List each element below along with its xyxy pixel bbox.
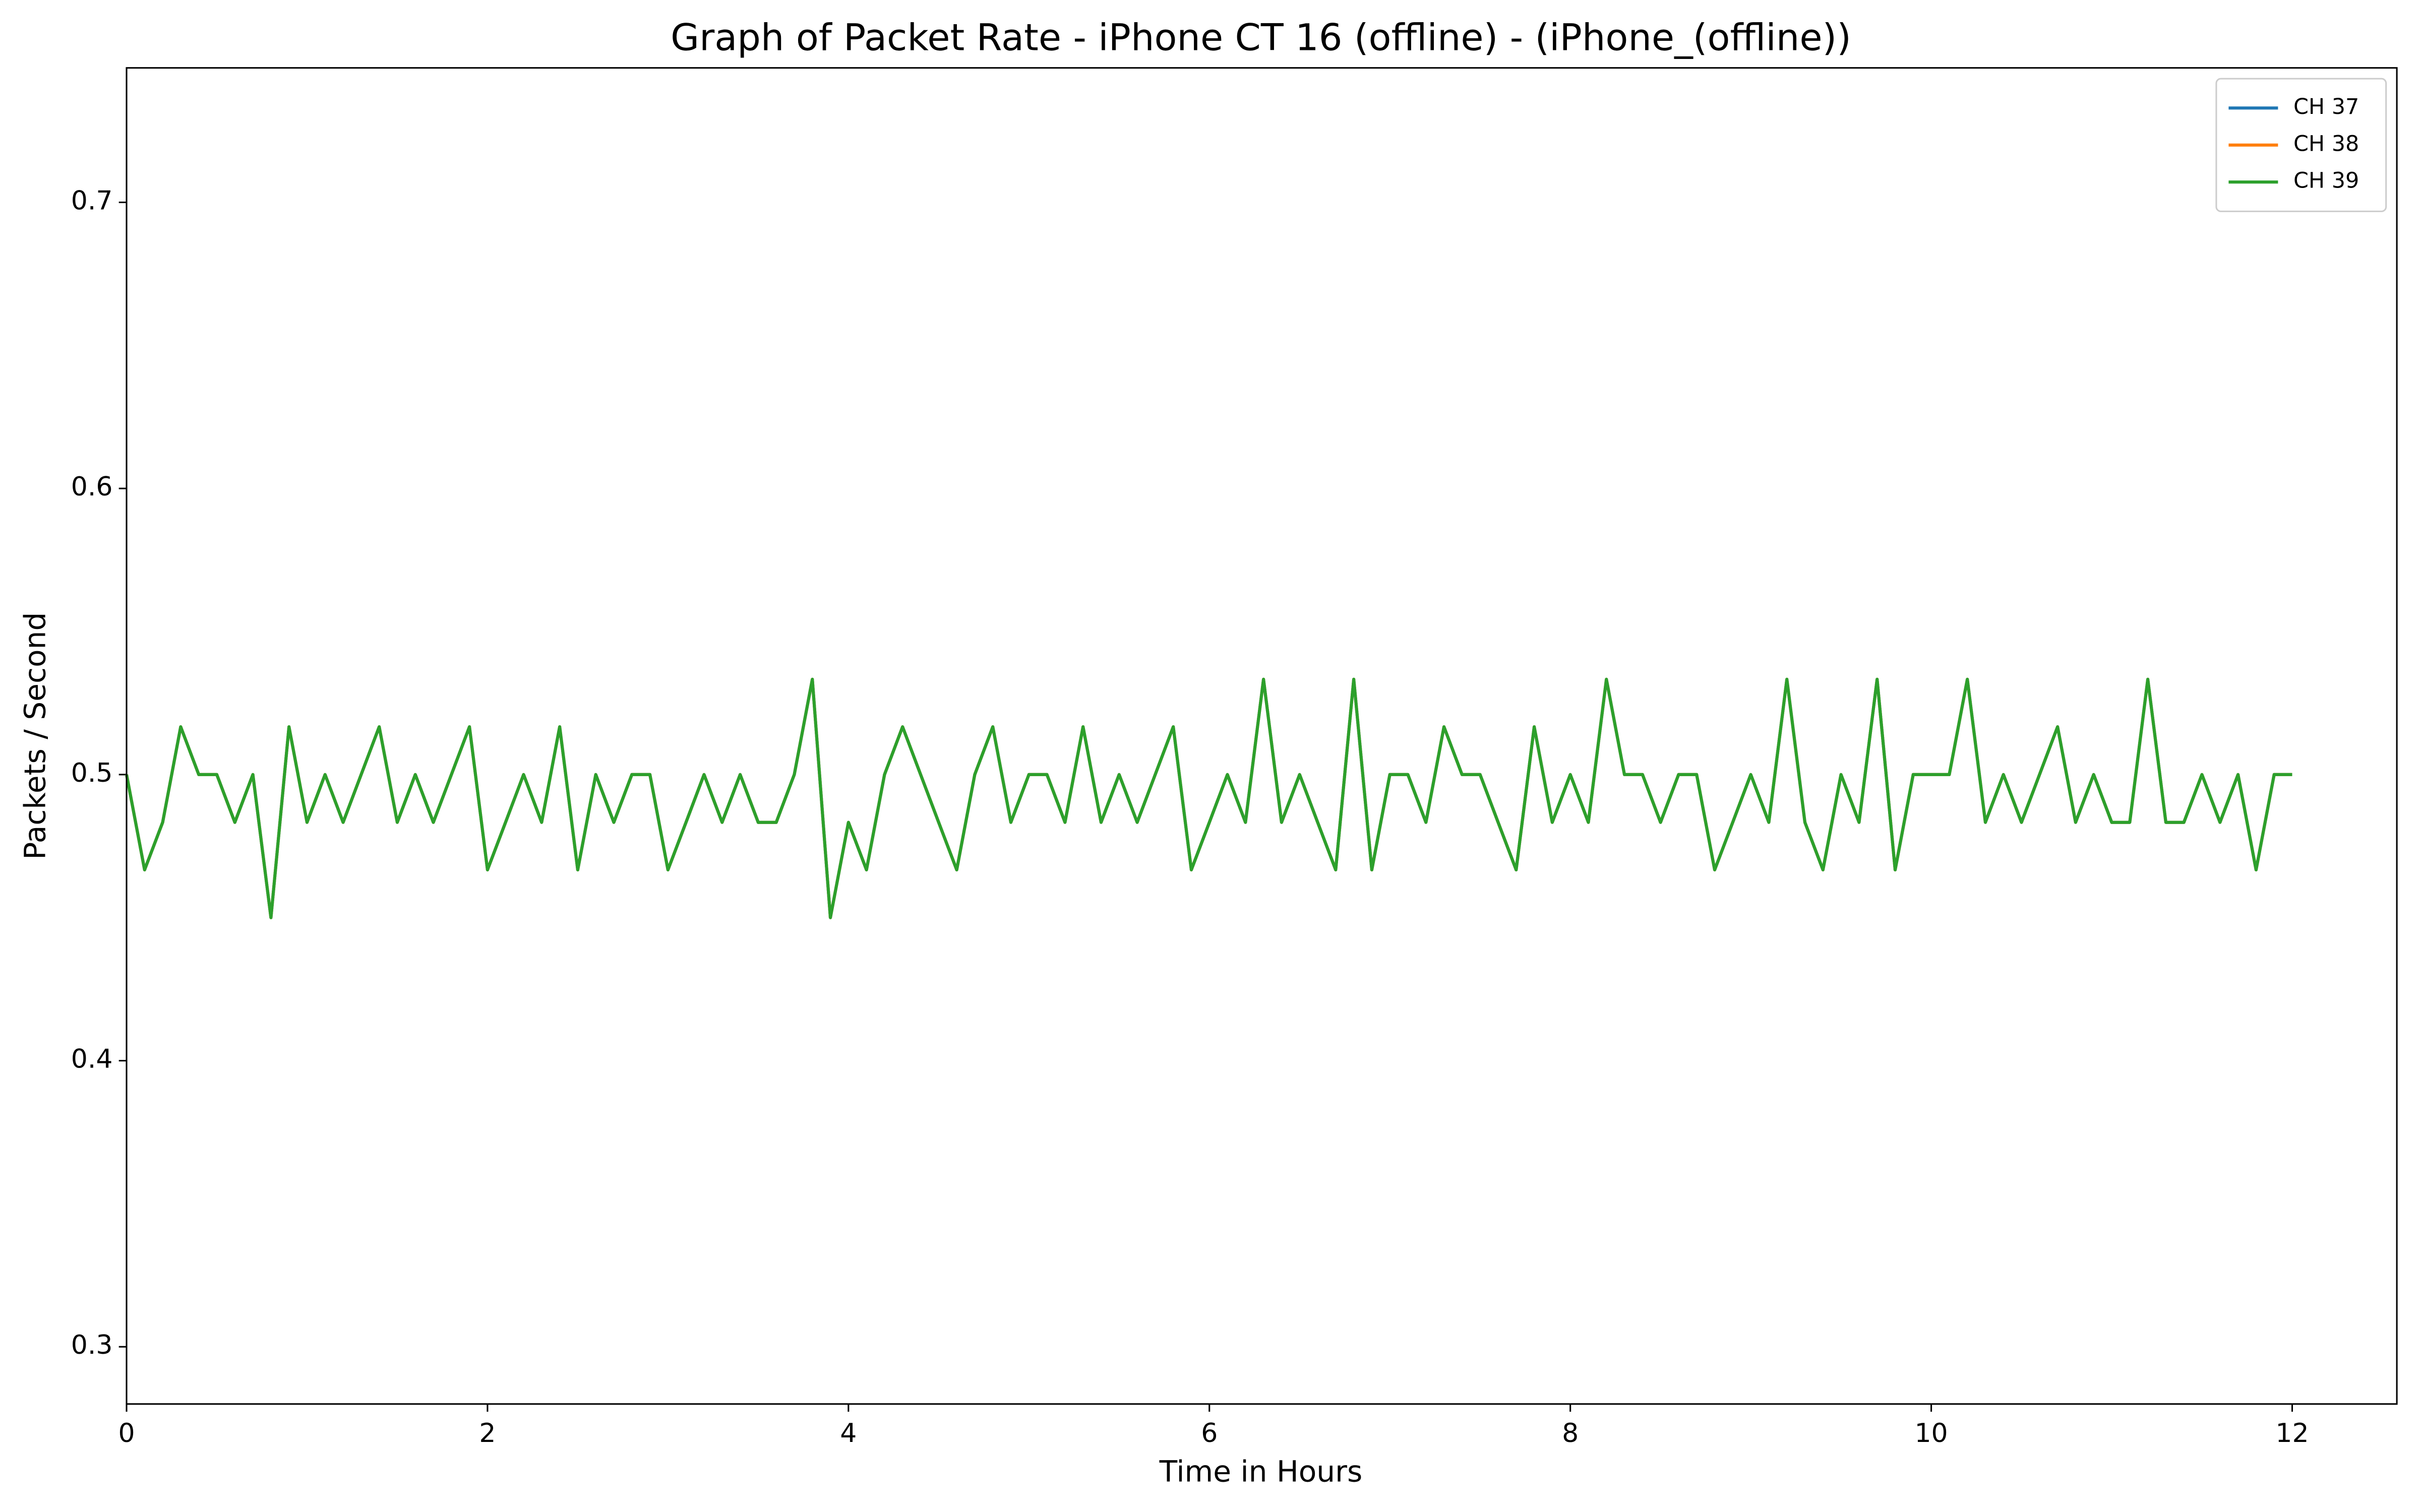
series-line [125, 677, 2292, 919]
x-tick-label: 8 [1562, 1418, 1579, 1448]
y-axis-label: Packets / Second [18, 612, 52, 860]
series-line [125, 677, 2292, 919]
x-tick-label: 12 [2275, 1418, 2309, 1448]
y-tick-label: 0.3 [71, 1330, 113, 1360]
legend-label: CH 38 [2293, 131, 2359, 156]
legend-box [2215, 78, 2387, 212]
y-tick-label: 0.4 [71, 1044, 113, 1075]
chart-title: Graph of Packet Rate - iPhone CT 16 (off… [671, 17, 1851, 59]
y-tick-label: 0.7 [71, 185, 113, 216]
y-tick-label: 0.6 [71, 472, 113, 502]
x-tick-label: 4 [840, 1418, 857, 1448]
legend-label: CH 39 [2293, 168, 2359, 194]
x-tick-label: 10 [1914, 1418, 1948, 1448]
y-tick-label: 0.5 [71, 758, 113, 788]
legend-label: CH 37 [2293, 94, 2359, 119]
x-tick-label: 0 [118, 1418, 135, 1448]
x-tick-label: 2 [479, 1418, 496, 1448]
series-line [125, 677, 2292, 919]
plot-frame [126, 67, 2398, 1405]
x-tick-label: 6 [1201, 1418, 1218, 1448]
x-axis-label: Time in Hours [1159, 1455, 1363, 1489]
